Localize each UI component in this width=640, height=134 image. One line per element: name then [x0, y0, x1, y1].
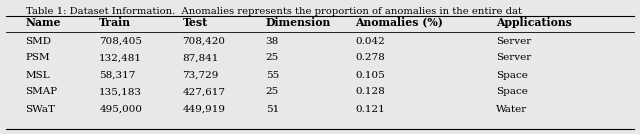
Text: Name: Name — [26, 16, 61, 27]
Text: 135,183: 135,183 — [99, 88, 142, 96]
Text: 708,420: 708,420 — [182, 36, 225, 46]
Text: 51: 51 — [266, 105, 279, 113]
Text: Server: Server — [496, 36, 531, 46]
Text: Test: Test — [182, 16, 207, 27]
Text: 0.128: 0.128 — [355, 88, 385, 96]
Text: 708,405: 708,405 — [99, 36, 142, 46]
Text: Train: Train — [99, 16, 131, 27]
Text: Applications: Applications — [496, 16, 572, 27]
Text: 25: 25 — [266, 53, 279, 62]
Text: 427,617: 427,617 — [182, 88, 225, 96]
Text: 38: 38 — [266, 36, 279, 46]
Text: SMD: SMD — [26, 36, 52, 46]
Text: Water: Water — [496, 105, 527, 113]
Text: 132,481: 132,481 — [99, 53, 142, 62]
Text: 0.121: 0.121 — [355, 105, 385, 113]
Text: Anomalies (%): Anomalies (%) — [355, 16, 443, 27]
Text: SWaT: SWaT — [26, 105, 56, 113]
Text: PSM: PSM — [26, 53, 50, 62]
Text: Server: Server — [496, 53, 531, 62]
Text: MSL: MSL — [26, 70, 50, 79]
Text: 58,317: 58,317 — [99, 70, 136, 79]
Text: 87,841: 87,841 — [182, 53, 219, 62]
Text: 73,729: 73,729 — [182, 70, 219, 79]
Text: 495,000: 495,000 — [99, 105, 142, 113]
Text: 55: 55 — [266, 70, 279, 79]
Text: Space: Space — [496, 88, 528, 96]
Text: Dimension: Dimension — [266, 16, 331, 27]
Text: 0.105: 0.105 — [355, 70, 385, 79]
Text: 0.042: 0.042 — [355, 36, 385, 46]
Text: 449,919: 449,919 — [182, 105, 225, 113]
Text: 0.278: 0.278 — [355, 53, 385, 62]
Text: 25: 25 — [266, 88, 279, 96]
Text: SMAP: SMAP — [26, 88, 58, 96]
Text: Space: Space — [496, 70, 528, 79]
Text: Table 1: Dataset Information.  Anomalies represents the proportion of anomalies : Table 1: Dataset Information. Anomalies … — [26, 7, 522, 16]
